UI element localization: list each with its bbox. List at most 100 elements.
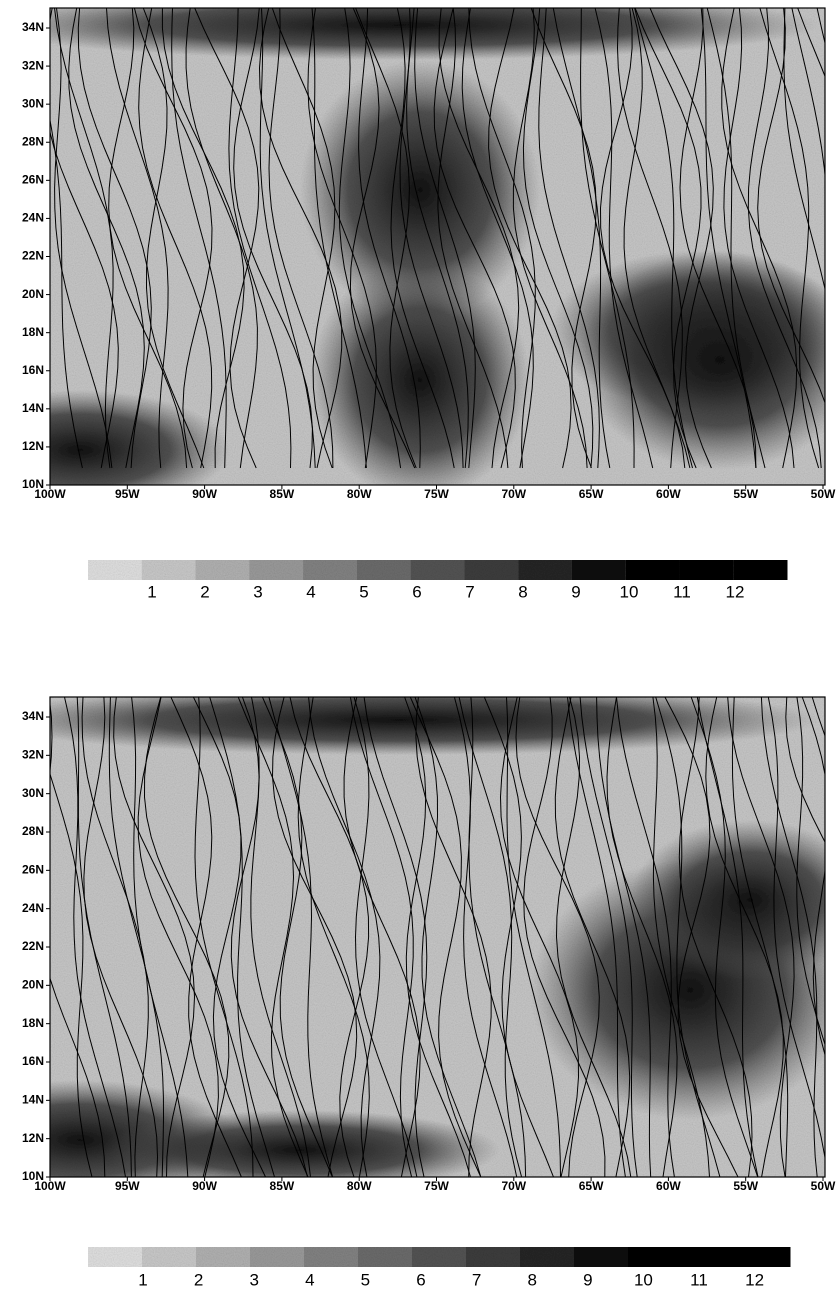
streamline xyxy=(693,8,757,469)
colorbar-label: 2 xyxy=(194,1270,203,1289)
streamline xyxy=(615,8,691,469)
lat-label: 30N xyxy=(22,96,44,110)
streamline xyxy=(446,697,518,1177)
streamline xyxy=(797,8,825,78)
streamline xyxy=(394,697,471,1177)
streamline xyxy=(349,697,414,1177)
streamline xyxy=(690,697,759,1177)
streamline xyxy=(271,697,358,1177)
streamline xyxy=(108,8,188,469)
streamline xyxy=(579,697,638,1177)
streamline xyxy=(409,697,482,1177)
streamline xyxy=(654,697,721,1177)
streamline xyxy=(171,8,227,469)
lat-label: 30N xyxy=(22,786,44,800)
lon-label: 95W xyxy=(115,1179,140,1193)
colorbar-swatch xyxy=(250,1247,305,1267)
streamline xyxy=(554,697,631,1177)
colorbar-swatch xyxy=(682,1247,737,1267)
streamline xyxy=(550,697,632,1177)
colorbar-swatch xyxy=(571,560,627,580)
streamline xyxy=(297,697,370,1177)
streamline xyxy=(113,697,196,1177)
colorbar-label: 11 xyxy=(690,1270,708,1289)
colorbar-swatch xyxy=(195,560,250,580)
streamline xyxy=(515,697,600,1177)
lat-label: 22N xyxy=(22,939,44,953)
colorbar-label: 5 xyxy=(359,582,368,601)
lat-label: 18N xyxy=(22,1016,44,1030)
streamline xyxy=(343,697,421,1177)
colorbar-label: 9 xyxy=(583,1270,592,1289)
streamline xyxy=(758,697,825,1162)
streamline xyxy=(251,8,316,469)
streamline xyxy=(170,697,242,1177)
streamline xyxy=(258,8,343,469)
colorbar: 1 2 3 4 5 6 7 8 9 10 11 12 xyxy=(88,1247,791,1289)
streamline xyxy=(719,8,795,469)
streamline xyxy=(499,697,580,1177)
streamline xyxy=(81,697,149,1177)
colorbar-label: 8 xyxy=(527,1270,536,1289)
colorbar-swatch xyxy=(628,1247,683,1267)
streamline xyxy=(329,8,402,469)
map-frame xyxy=(49,696,826,1178)
lat-label: 34N xyxy=(22,709,44,723)
streamline xyxy=(406,8,469,469)
streamline xyxy=(82,697,159,1177)
streamline xyxy=(797,697,825,1057)
streamline xyxy=(678,697,753,1177)
shade-region xyxy=(50,697,820,755)
shade-region xyxy=(50,8,820,60)
streamline xyxy=(233,8,313,469)
colorbar-swatch xyxy=(518,560,573,580)
streamline xyxy=(783,8,825,292)
lon-label: 50W xyxy=(811,487,836,501)
lat-label: 34N xyxy=(22,20,44,34)
colorbar-label: 10 xyxy=(634,1270,653,1289)
streamline xyxy=(138,8,213,469)
streamline xyxy=(363,697,428,1177)
streamline xyxy=(523,697,606,1177)
colorbar-label: 12 xyxy=(745,1270,764,1289)
streamline xyxy=(791,8,825,181)
lat-label: 32N xyxy=(22,58,44,72)
streamline xyxy=(271,8,336,469)
streamline xyxy=(784,697,825,1047)
streamline xyxy=(415,697,492,1177)
shade-region xyxy=(580,250,825,470)
streamline xyxy=(731,697,789,1177)
streamline xyxy=(458,697,523,1177)
colorbar-label: 7 xyxy=(465,582,474,601)
colorbar-label: 4 xyxy=(306,582,315,601)
streamline xyxy=(483,697,554,1177)
streamline xyxy=(615,697,675,1177)
colorbar-label: 10 xyxy=(620,582,639,601)
streamline xyxy=(342,8,416,469)
streamline xyxy=(438,8,520,469)
streamline xyxy=(596,697,652,1177)
streamline xyxy=(50,8,113,469)
streamline xyxy=(50,8,119,469)
streamline xyxy=(433,8,516,469)
streamline xyxy=(832,697,839,1177)
colorbar-label: 5 xyxy=(361,1270,370,1289)
lat-label: 24N xyxy=(22,211,44,225)
streamline xyxy=(121,697,189,1177)
shade-region xyxy=(300,60,540,320)
lat-label: 10N xyxy=(22,477,44,491)
streamline xyxy=(634,8,693,469)
streamline xyxy=(77,8,152,469)
streamline xyxy=(522,8,594,469)
colorbar-label: 12 xyxy=(726,582,745,601)
colorbar-swatch xyxy=(412,1247,467,1267)
streamline xyxy=(133,8,213,469)
shade-region xyxy=(50,390,230,485)
streamline xyxy=(105,8,169,469)
streamline xyxy=(414,8,476,469)
streamline xyxy=(706,8,766,469)
lon-label: 55W xyxy=(733,1179,758,1193)
lon-label: 65W xyxy=(579,487,604,501)
lon-label: 80W xyxy=(347,487,372,501)
lon-label: 95W xyxy=(115,487,140,501)
